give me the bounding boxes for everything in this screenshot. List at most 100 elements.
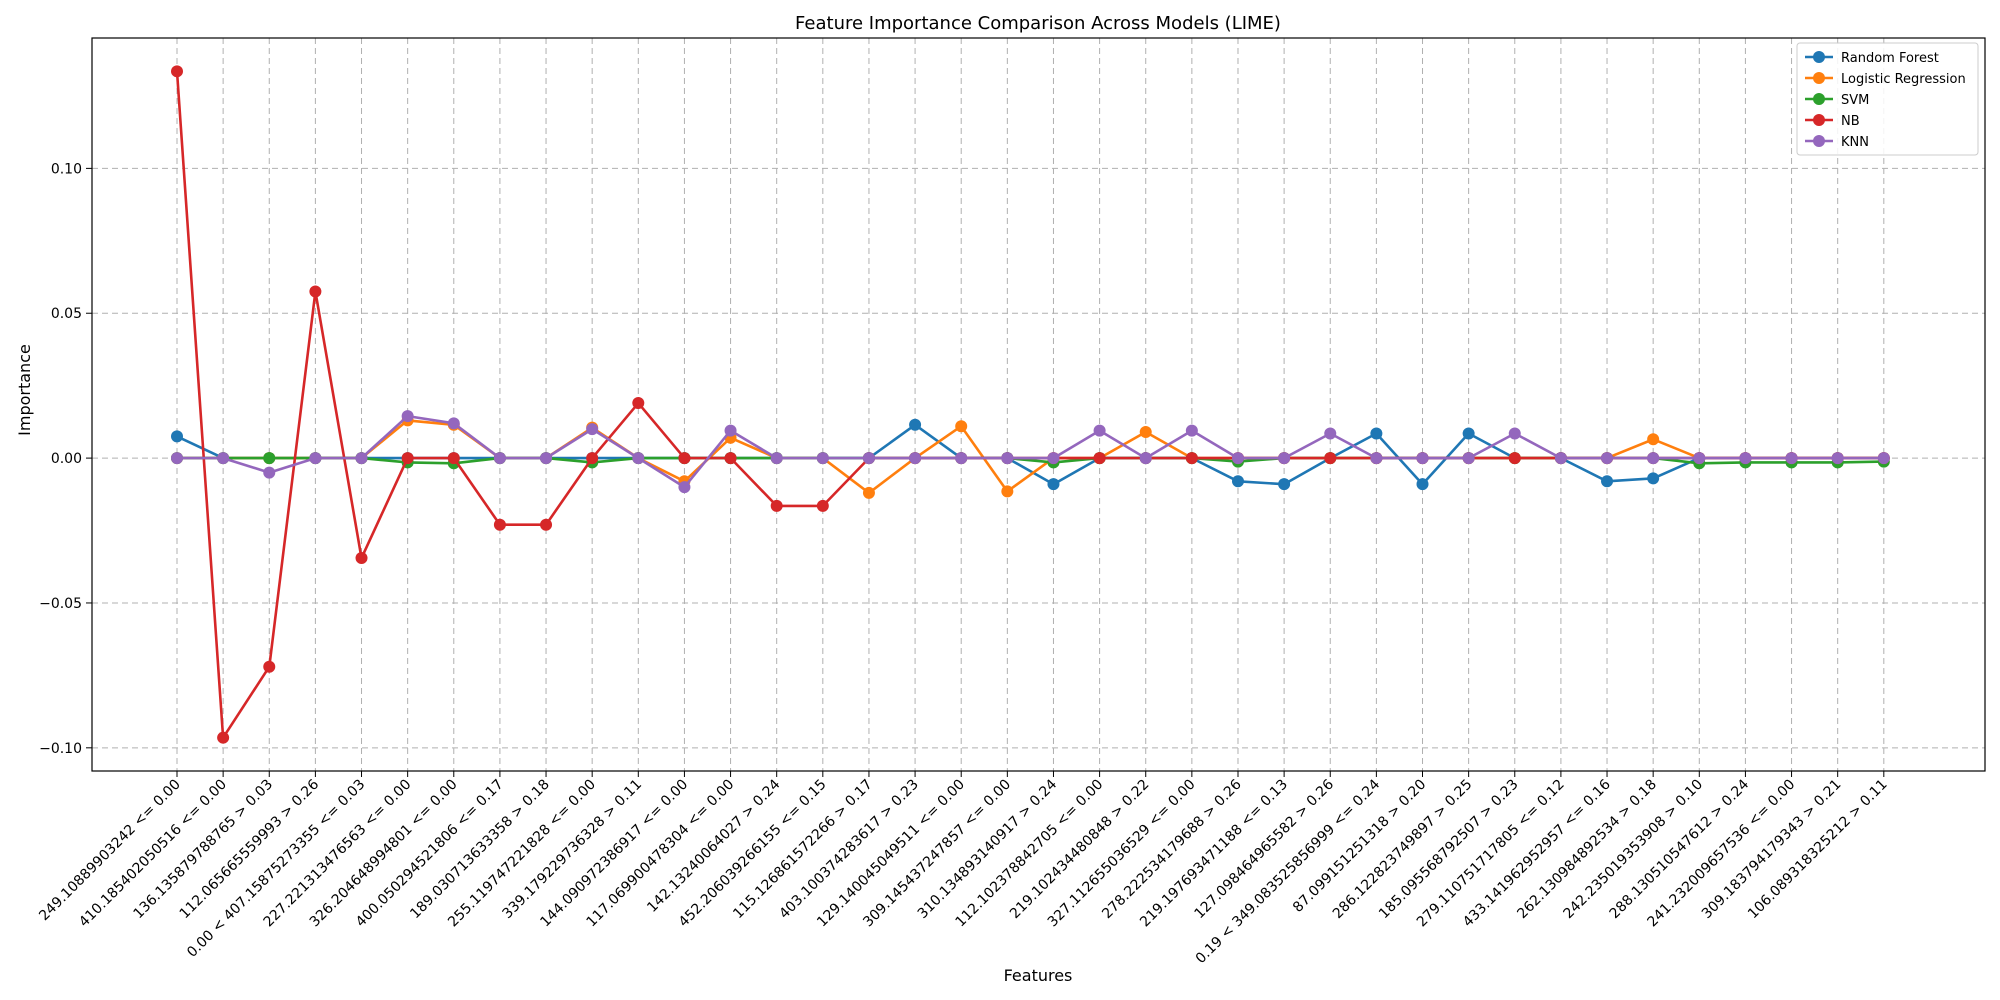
data-point-knn (1601, 452, 1614, 465)
series-layer (171, 65, 1890, 744)
data-point-nb (586, 452, 599, 465)
data-point-random-forest (1462, 427, 1475, 440)
data-point-knn (1416, 452, 1429, 465)
data-point-nb (1508, 452, 1521, 465)
data-point-knn (1370, 452, 1383, 465)
data-point-knn (770, 452, 783, 465)
series-line-random-forest (176, 423, 1884, 486)
data-point-nb (1324, 452, 1337, 465)
data-point-nb (770, 499, 783, 512)
data-point-random-forest (1231, 475, 1244, 488)
data-point-knn (1139, 452, 1152, 465)
legend-swatch-marker (1813, 135, 1825, 147)
data-point-nb (540, 518, 553, 531)
data-point-nb (355, 552, 368, 565)
legend-label: Logistic Regression (1841, 72, 1966, 87)
data-point-knn (1647, 452, 1660, 465)
data-point-knn (1877, 452, 1890, 465)
data-point-knn (401, 410, 414, 423)
y-tick-label: 0.00 (51, 451, 82, 467)
data-point-knn (1324, 427, 1337, 440)
data-point-knn (263, 466, 276, 479)
x-axis: 249.10889903242 <= 0.00410.185402050516 … (36, 771, 1891, 967)
data-point-logistic-regression (862, 486, 875, 499)
legend-label: NB (1841, 114, 1860, 129)
series-knn (171, 410, 1890, 494)
y-tick-label: −0.05 (39, 596, 82, 612)
data-point-random-forest (1416, 478, 1429, 491)
data-point-nb (263, 660, 276, 673)
data-point-nb (401, 452, 414, 465)
legend-item-svm: SVM (1805, 93, 1869, 108)
data-point-knn (1554, 452, 1567, 465)
data-point-random-forest (1647, 472, 1660, 485)
legend-label: KNN (1841, 135, 1869, 150)
data-point-nb (171, 65, 183, 78)
data-point-knn (1231, 452, 1244, 465)
data-point-knn (862, 452, 875, 465)
data-point-svm (263, 452, 276, 465)
data-point-knn (724, 424, 737, 437)
data-point-knn (171, 452, 183, 465)
data-point-logistic-regression (1001, 485, 1014, 498)
y-tick-label: −0.10 (39, 741, 82, 757)
data-point-knn (1739, 452, 1752, 465)
data-point-logistic-regression (1139, 426, 1152, 439)
data-point-nb (1185, 452, 1198, 465)
plot-frame (91, 37, 1986, 772)
series-line-knn (177, 414, 1884, 489)
data-point-nb (724, 452, 737, 465)
data-point-knn (1462, 452, 1475, 465)
y-axis-label: Importance (15, 344, 34, 436)
y-tick-label: 0.10 (51, 161, 82, 177)
legend-swatch-marker (1813, 72, 1825, 84)
data-point-nb (309, 285, 322, 298)
data-point-nb (816, 499, 829, 512)
legend-item-random-forest: Random Forest (1805, 51, 1939, 66)
data-point-random-forest (1370, 427, 1383, 440)
data-point-knn (955, 452, 968, 465)
data-point-knn (678, 481, 691, 494)
data-point-random-forest (1047, 478, 1060, 491)
data-point-nb (447, 452, 460, 465)
legend-swatch-marker (1813, 93, 1825, 105)
data-point-knn (1831, 452, 1844, 465)
data-point-random-forest (1601, 475, 1614, 488)
data-point-knn (632, 452, 645, 465)
legend-label: SVM (1841, 93, 1869, 108)
data-point-knn (909, 452, 922, 465)
legend-swatch-marker (1813, 114, 1825, 126)
data-point-knn (309, 452, 322, 465)
legend-label: Random Forest (1841, 51, 1939, 66)
data-point-knn (816, 452, 829, 465)
data-point-knn (1785, 452, 1798, 465)
data-point-nb (217, 731, 230, 744)
data-point-nb (678, 452, 691, 465)
data-point-knn (1278, 452, 1291, 465)
data-point-knn (1093, 424, 1106, 437)
data-point-logistic-regression (955, 420, 968, 433)
legend: Random Forest Logistic Regression SVM NB KNN (1796, 42, 1979, 156)
data-point-knn (447, 417, 460, 430)
data-point-random-forest (909, 418, 922, 431)
x-axis-label: Features (1004, 966, 1073, 985)
chart-title: Feature Importance Comparison Across Mod… (795, 13, 1281, 34)
data-point-knn (1047, 452, 1060, 465)
data-point-knn (355, 452, 368, 465)
data-point-knn (586, 423, 599, 436)
data-point-knn (1001, 452, 1014, 465)
data-point-nb (632, 397, 645, 410)
data-point-knn (1693, 452, 1706, 465)
legend-item-nb: NB (1805, 114, 1860, 129)
legend-swatch-marker (1813, 51, 1825, 63)
y-axis: −0.10 −0.05 0.00 0.05 0.10 (39, 161, 92, 757)
data-point-knn (493, 452, 506, 465)
legend-item-knn: KNN (1805, 135, 1869, 150)
data-point-nb (1093, 452, 1106, 465)
legend-box (1796, 42, 1979, 156)
data-point-knn (217, 452, 230, 465)
data-point-random-forest (171, 430, 183, 443)
data-point-random-forest (1278, 478, 1291, 491)
y-tick-label: 0.05 (51, 306, 82, 322)
